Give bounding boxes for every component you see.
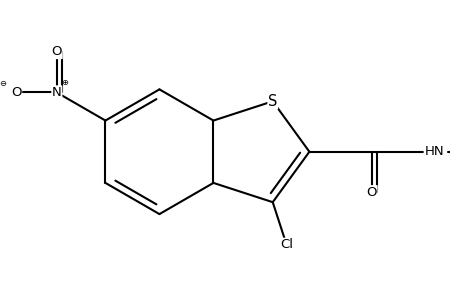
Text: O: O (366, 186, 376, 199)
Text: Cl: Cl (280, 238, 292, 251)
Text: $\ominus$: $\ominus$ (0, 79, 7, 88)
Text: N: N (52, 86, 62, 99)
Text: O: O (11, 86, 22, 99)
Text: HN: HN (423, 145, 443, 158)
Text: O: O (51, 46, 62, 59)
Text: $\oplus$: $\oplus$ (61, 78, 69, 87)
Text: S: S (268, 94, 277, 109)
